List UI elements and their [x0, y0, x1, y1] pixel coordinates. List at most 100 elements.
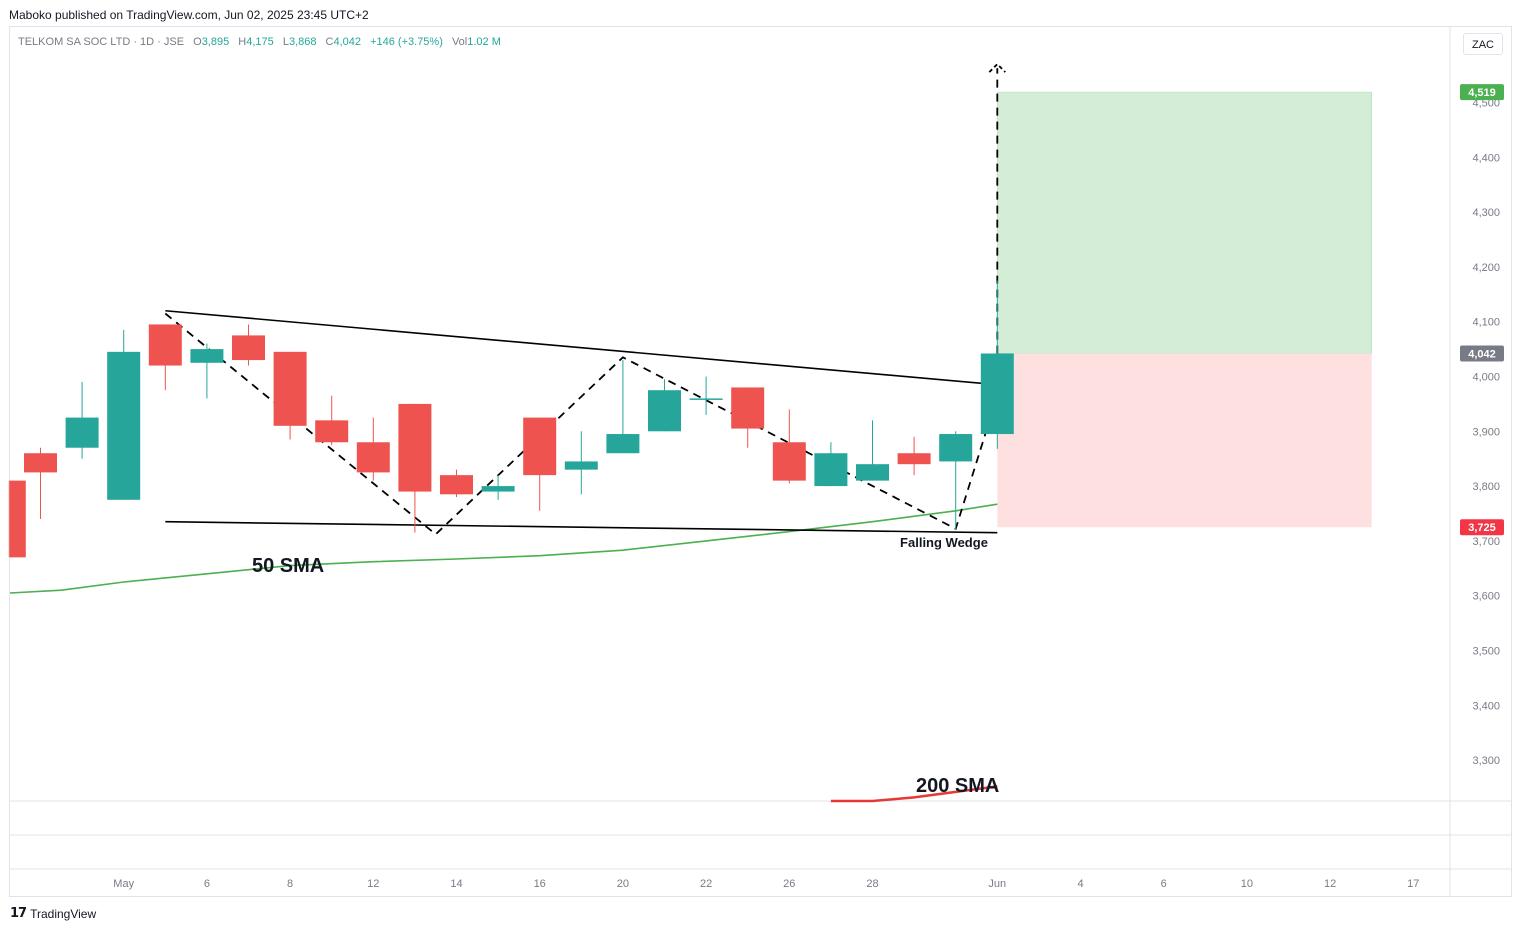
time-tick-label: 14	[450, 878, 462, 890]
candle-body	[731, 387, 765, 429]
candle	[814, 442, 848, 487]
wedge-upper-line	[165, 309, 998, 386]
symbol-legend: TELKOM SA SOC LTD · 1D · JSE O3,895 H4,1…	[18, 36, 501, 48]
candle	[564, 431, 598, 495]
candle	[648, 379, 681, 432]
target-price-badge-bg	[1460, 84, 1504, 101]
stop-zone	[997, 353, 1372, 528]
time-tick-label: 6	[204, 878, 210, 890]
time-tick-label: 22	[700, 878, 712, 890]
candles	[8, 280, 1014, 558]
sma200-label: 200 SMA	[916, 775, 999, 797]
candle	[24, 447, 57, 519]
candle-body	[980, 353, 1014, 435]
low-label: L	[282, 36, 289, 48]
chart-frame	[9, 26, 1512, 897]
candle-body	[897, 453, 931, 465]
tradingview-logo-icon: 17	[10, 906, 27, 921]
candle-body	[939, 434, 973, 462]
candle-body	[148, 324, 182, 366]
falling-wedge-pattern	[164, 62, 1006, 536]
candle	[731, 387, 765, 448]
target-arrow-head	[988, 62, 1006, 73]
candle-body	[273, 351, 307, 426]
time-tick-label: 12	[1324, 878, 1336, 890]
low-value: 3,868	[288, 36, 317, 48]
sma50-line	[9, 503, 998, 594]
footer-branding: 17 TradingView	[10, 906, 96, 921]
candle-body	[856, 464, 889, 481]
time-tick-label: 20	[617, 878, 629, 890]
symbol-name: TELKOM SA SOC LTD · 1D · JSE	[18, 36, 185, 48]
stop-price-badge-text: 3,725	[1468, 522, 1496, 534]
candle-body	[772, 442, 806, 481]
target-price-badge: 4,519	[1460, 84, 1504, 101]
candle	[606, 360, 640, 454]
close-label: C	[325, 36, 334, 48]
entry-price-badge-bg	[1460, 345, 1504, 362]
time-tick-label: 8	[287, 878, 293, 890]
candle	[190, 343, 224, 399]
candle	[107, 329, 141, 500]
volume-value: 1.02 M	[467, 36, 501, 48]
candle	[980, 280, 1014, 449]
candle	[315, 395, 349, 445]
candle-body	[232, 335, 265, 361]
candle	[356, 417, 390, 481]
wedge-lower-line	[165, 520, 998, 534]
volume-label: Vol	[451, 36, 468, 48]
time-tick-label: 17	[1407, 878, 1419, 890]
high-label: H	[238, 36, 247, 48]
pattern-label: Falling Wedge	[900, 535, 988, 550]
candle	[440, 469, 473, 498]
price-tick-label: 3,500	[1472, 646, 1500, 658]
candle	[148, 324, 182, 391]
change-value: +146 (+3.75%)	[370, 36, 443, 48]
time-tick-label: 12	[367, 878, 379, 890]
entry-price-badge: 4,042	[1460, 345, 1504, 362]
price-tick-label: 3,400	[1472, 700, 1500, 712]
sma-lines	[9, 503, 998, 803]
currency-button[interactable]: ZAC	[1463, 33, 1503, 55]
candle-body	[689, 398, 723, 400]
time-tick-label: 10	[1241, 878, 1253, 890]
position-zones	[996, 91, 1372, 528]
price-tick-label: 4,400	[1472, 152, 1500, 164]
price-axis: 3,300 3,400 3,500 3,600 3,700 3,800 3,900 4,000…	[1460, 84, 1504, 767]
price-tick-label: 4,500	[1472, 98, 1500, 110]
time-axis: May 6 8 12 14 16 20 22 26 28 Jun 4 6 10 12 17	[113, 878, 1419, 890]
time-tick-label: 4	[1077, 878, 1083, 890]
candle	[481, 475, 515, 500]
candle-body	[481, 486, 515, 492]
price-tick-label: 4,100	[1472, 317, 1500, 329]
price-tick-label: 3,600	[1472, 591, 1500, 603]
candle-body	[440, 475, 473, 495]
published-caption: Maboko published on TradingView.com, Jun…	[9, 8, 369, 22]
candle-body	[10, 480, 26, 558]
candle	[897, 436, 931, 476]
candle	[398, 403, 432, 533]
time-tick-label: 6	[1161, 878, 1167, 890]
candle-body	[648, 390, 681, 432]
candle	[856, 420, 889, 481]
candle-body	[315, 420, 349, 443]
candle-body	[65, 417, 99, 448]
target-zone	[996, 91, 1372, 354]
target-price-badge-text: 4,519	[1468, 87, 1496, 99]
price-tick-label: 3,900	[1472, 426, 1500, 438]
time-tick-label: 28	[866, 878, 878, 890]
price-tick-label: 4,300	[1472, 207, 1500, 219]
candle	[523, 417, 557, 511]
stop-price-badge: 3,725	[1460, 519, 1504, 536]
time-tick-label: May	[113, 878, 134, 890]
candle-body	[398, 403, 432, 492]
sma200-line	[830, 785, 998, 803]
candle-body	[606, 434, 640, 454]
stop-price-badge-bg	[1460, 519, 1504, 536]
candle	[772, 409, 806, 484]
candle	[232, 324, 265, 366]
price-tick-label: 3,700	[1472, 536, 1500, 548]
candle	[8, 480, 26, 558]
candle	[939, 431, 973, 530]
